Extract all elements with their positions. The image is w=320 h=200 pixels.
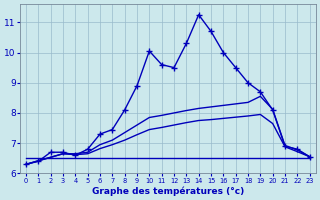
X-axis label: Graphe des températures (°c): Graphe des températures (°c) [92,186,244,196]
